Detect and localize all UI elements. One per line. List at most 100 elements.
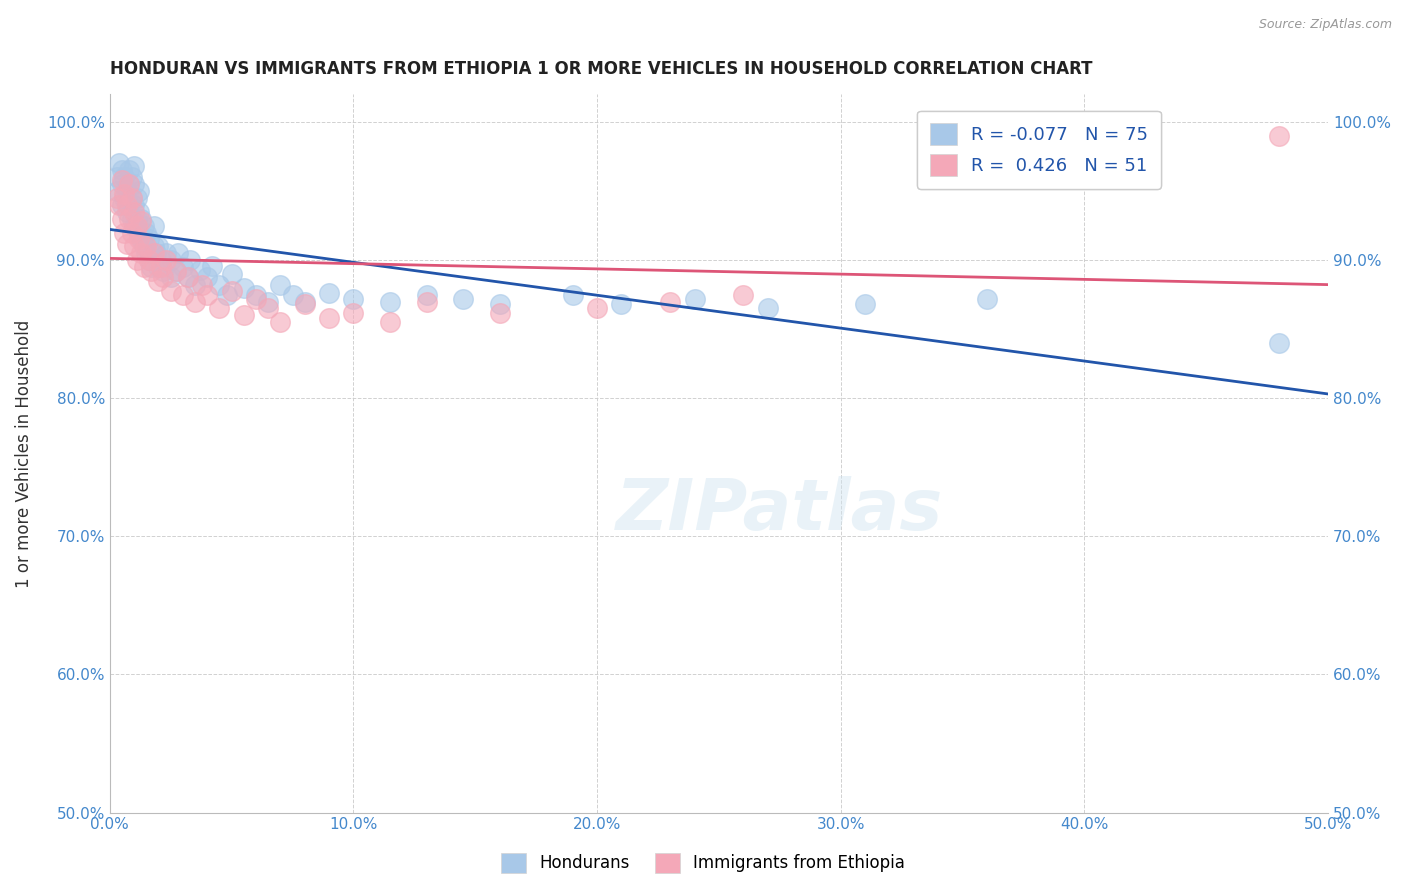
Point — [342, 292, 364, 306]
Point — [159, 269, 181, 284]
Point — [294, 294, 316, 309]
Point — [142, 219, 165, 233]
Point — [121, 191, 143, 205]
Point — [148, 274, 170, 288]
Point — [132, 219, 155, 233]
Point — [342, 305, 364, 319]
Point — [172, 287, 194, 301]
Point — [111, 173, 134, 187]
Point — [148, 239, 170, 253]
Point — [165, 264, 187, 278]
Point — [221, 267, 243, 281]
Point — [108, 156, 131, 170]
Point — [155, 253, 177, 268]
Point — [853, 297, 876, 311]
Point — [195, 269, 218, 284]
Point — [118, 177, 141, 191]
Point — [105, 170, 128, 185]
Point — [111, 163, 134, 178]
Point — [105, 191, 128, 205]
Point — [118, 163, 141, 178]
Point — [141, 264, 163, 278]
Legend: Hondurans, Immigrants from Ethiopia: Hondurans, Immigrants from Ethiopia — [495, 847, 911, 880]
Point — [118, 198, 141, 212]
Point — [451, 292, 474, 306]
Point — [215, 287, 238, 301]
Point — [257, 294, 280, 309]
Point — [184, 294, 207, 309]
Point — [257, 301, 280, 316]
Point — [122, 177, 145, 191]
Point — [122, 239, 145, 253]
Point — [118, 177, 141, 191]
Point — [318, 311, 340, 326]
Point — [188, 262, 211, 277]
Point — [294, 297, 316, 311]
Point — [115, 204, 138, 219]
Point — [378, 315, 401, 329]
Point — [232, 309, 254, 323]
Point — [145, 246, 167, 260]
Point — [115, 236, 138, 251]
Point — [149, 260, 172, 274]
Point — [159, 284, 181, 298]
Point — [208, 301, 231, 316]
Point — [111, 198, 134, 212]
Point — [659, 294, 682, 309]
Point — [132, 239, 155, 253]
Point — [138, 253, 160, 268]
Point — [488, 305, 510, 319]
Point — [415, 294, 437, 309]
Point — [191, 278, 214, 293]
Point — [128, 232, 150, 246]
Point — [115, 198, 138, 212]
Point — [172, 260, 194, 274]
Point — [179, 253, 201, 268]
Point — [155, 246, 177, 260]
Point — [108, 198, 131, 212]
Point — [610, 297, 633, 311]
Point — [415, 287, 437, 301]
Point — [135, 239, 157, 253]
Point — [115, 184, 138, 198]
Point — [112, 191, 135, 205]
Point — [142, 239, 165, 253]
Point — [128, 204, 150, 219]
Point — [142, 246, 165, 260]
Point — [269, 315, 291, 329]
Point — [125, 219, 148, 233]
Point — [135, 226, 157, 240]
Text: ZIPatlas: ZIPatlas — [616, 476, 943, 545]
Point — [131, 211, 153, 226]
Point — [221, 284, 243, 298]
Point — [132, 260, 155, 274]
Point — [318, 286, 340, 301]
Point — [152, 264, 174, 278]
Point — [165, 264, 187, 278]
Point — [232, 281, 254, 295]
Point — [131, 214, 153, 228]
Point — [195, 287, 218, 301]
Point — [125, 211, 148, 226]
Point — [121, 226, 143, 240]
Point — [1268, 128, 1291, 143]
Point — [149, 253, 172, 268]
Point — [177, 269, 200, 284]
Point — [121, 170, 143, 185]
Point — [111, 211, 134, 226]
Point — [105, 184, 128, 198]
Point — [121, 211, 143, 226]
Point — [138, 253, 160, 268]
Point — [586, 301, 609, 316]
Point — [128, 226, 150, 240]
Point — [245, 287, 267, 301]
Point — [112, 170, 135, 185]
Point — [177, 269, 200, 284]
Point — [128, 184, 150, 198]
Point — [561, 287, 583, 301]
Point — [733, 287, 755, 301]
Point — [159, 253, 181, 268]
Point — [121, 191, 143, 205]
Point — [208, 278, 231, 293]
Point — [112, 226, 135, 240]
